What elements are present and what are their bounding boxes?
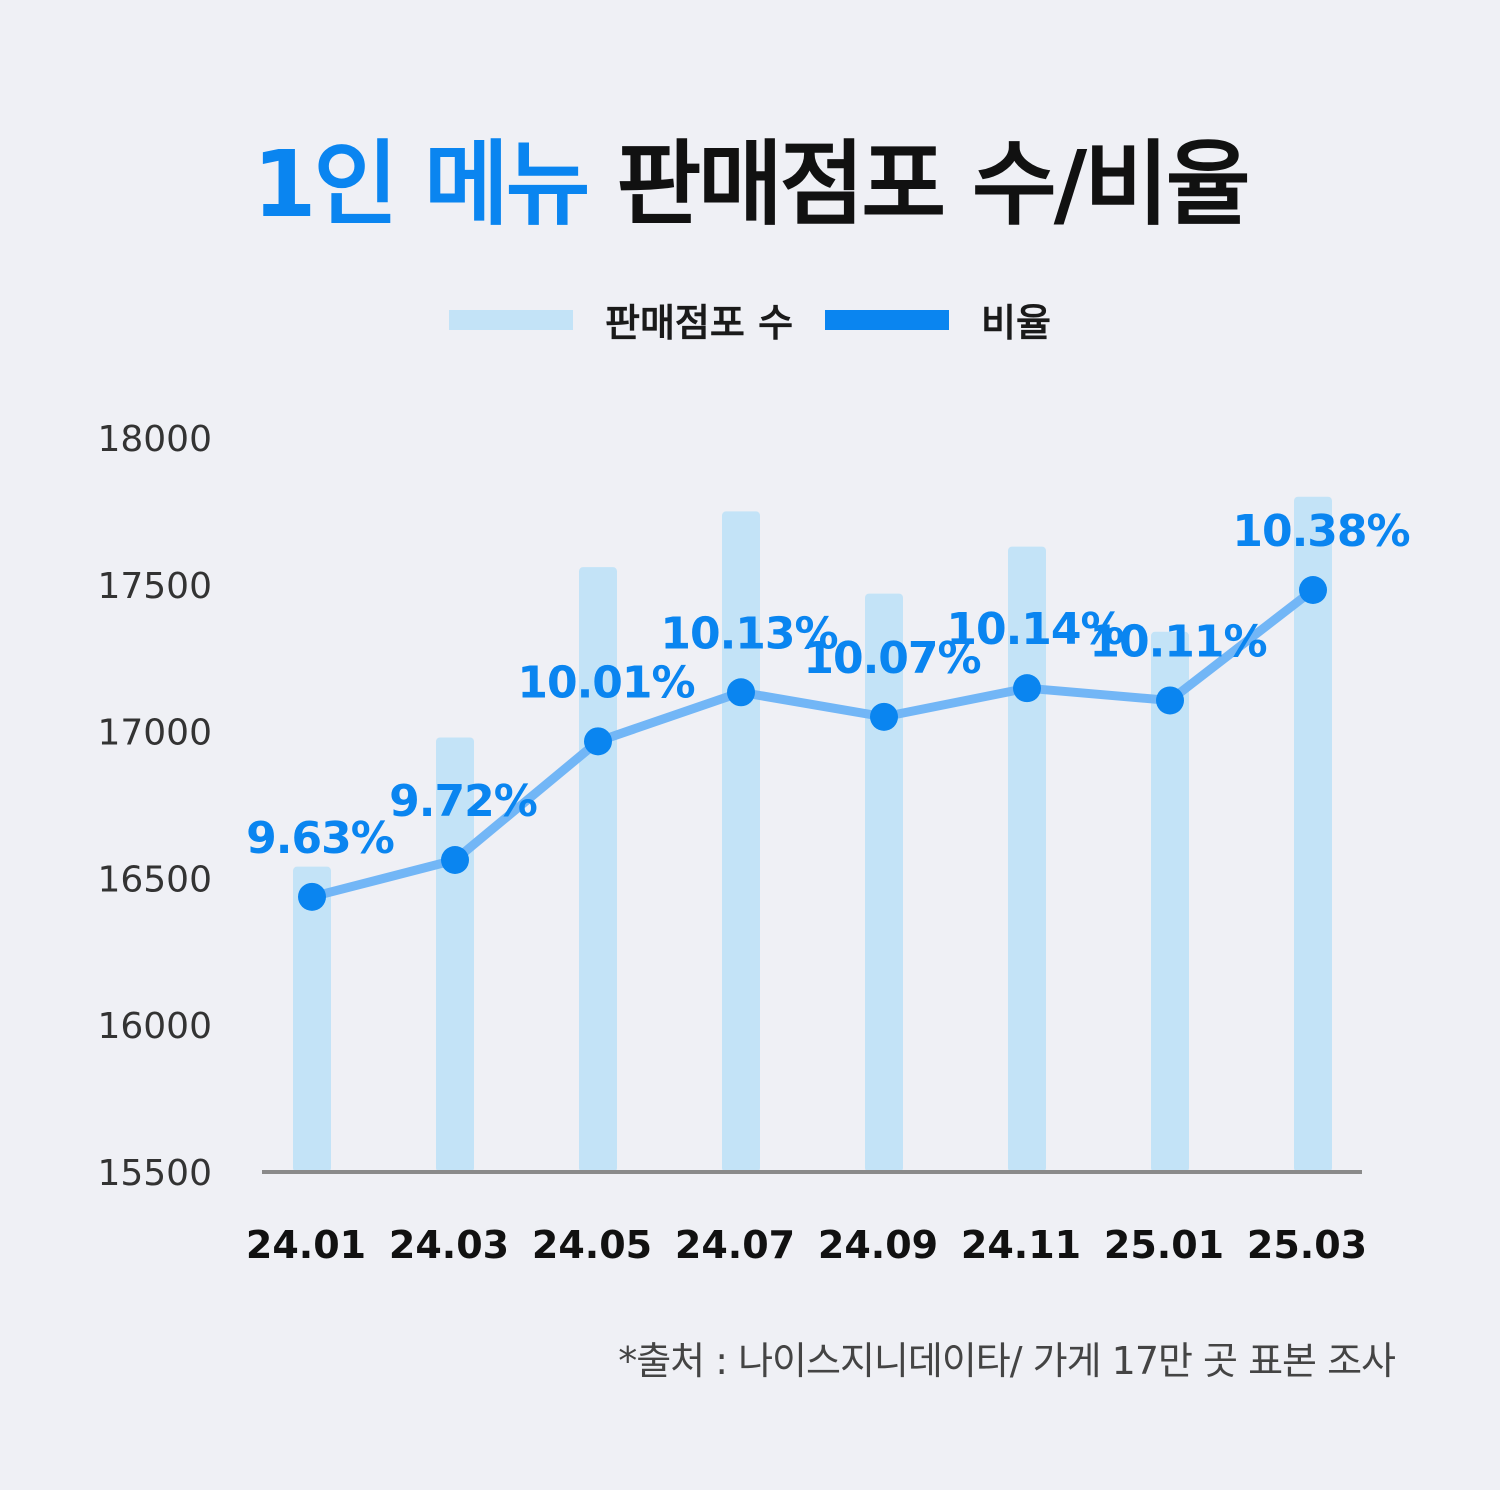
x-tick-label: 24.07	[675, 1223, 795, 1267]
x-tick-label: 24.01	[246, 1223, 366, 1267]
ratio-point	[870, 702, 898, 731]
data-label: 10.13%	[660, 608, 837, 659]
ratio-point	[584, 727, 612, 756]
title-accent: 1인 메뉴	[252, 131, 590, 238]
data-label: 9.63%	[246, 813, 394, 864]
source-note: *출처 : 나이스지니데이타/ 가게 17만 곳 표본 조사	[618, 1339, 1396, 1383]
y-tick-label: 17500	[97, 566, 212, 607]
legend: 판매점포 수 비율	[0, 292, 1500, 347]
data-label: 9.72%	[389, 776, 537, 827]
bar	[865, 593, 903, 1172]
legend-item-ratio: 비율	[825, 292, 1051, 347]
data-label: 10.01%	[517, 657, 694, 708]
legend-swatch-bar	[449, 309, 574, 330]
ratio-point	[1013, 674, 1041, 703]
bar	[579, 567, 617, 1172]
ratio-point	[298, 882, 326, 911]
x-tick-label: 25.01	[1104, 1223, 1224, 1267]
data-label: 10.38%	[1232, 506, 1409, 557]
x-tick-label: 25.03	[1247, 1223, 1367, 1267]
bar	[1294, 496, 1332, 1173]
legend-label-ratio: 비율	[981, 301, 1051, 345]
x-tick-label: 24.03	[389, 1223, 509, 1267]
bar	[1151, 631, 1189, 1172]
y-tick-label: 18000	[97, 419, 212, 460]
y-tick-label: 16500	[97, 859, 212, 900]
y-tick-label: 15500	[97, 1153, 212, 1194]
y-tick-label: 17000	[97, 713, 212, 754]
ratio-line	[307, 585, 1318, 902]
ratio-point	[1299, 576, 1327, 604]
legend-label-stores: 판매점포 수	[605, 301, 794, 345]
x-tick-label: 24.09	[818, 1223, 938, 1267]
bar	[1008, 546, 1046, 1172]
legend-swatch-line	[825, 309, 950, 330]
bar	[293, 866, 331, 1172]
title-rest: 판매점포 수/비율	[616, 131, 1250, 238]
bar	[436, 737, 474, 1172]
x-tick-label: 24.11	[961, 1223, 1081, 1267]
ratio-point	[1156, 686, 1184, 715]
x-tick-label: 24.05	[532, 1223, 652, 1267]
data-label: 10.14%	[946, 604, 1123, 655]
data-label: 10.07%	[803, 633, 980, 684]
ratio-point	[727, 678, 755, 707]
ratio-point	[441, 846, 469, 874]
data-label: 10.11%	[1089, 616, 1266, 667]
chart-title: 1인 메뉴 판매점포 수/비율	[0, 110, 1500, 243]
legend-item-stores: 판매점포 수	[449, 292, 825, 347]
bar	[722, 511, 760, 1172]
y-tick-label: 16000	[97, 1006, 212, 1047]
